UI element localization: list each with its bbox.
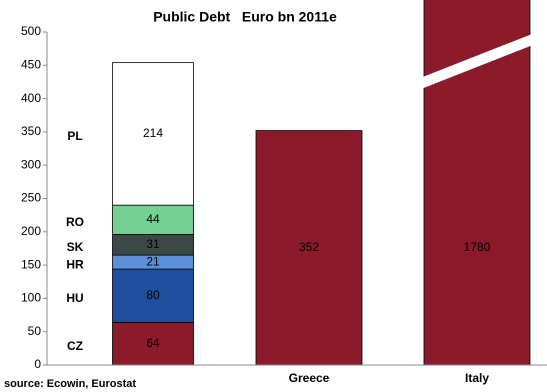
- y-tick-label: 0: [34, 357, 41, 371]
- series-label: HU: [66, 291, 83, 305]
- series-label: SK: [67, 240, 84, 254]
- bar-segment: [112, 62, 194, 206]
- source-note: source: Ecowin, Eurostat: [4, 378, 136, 390]
- series-label: PL: [67, 129, 82, 143]
- y-tick-label: 150: [21, 257, 41, 271]
- bar-segment: [112, 268, 194, 323]
- value-label: 21: [146, 254, 160, 268]
- value-label: 31: [146, 237, 160, 251]
- y-tick-label: 500: [21, 24, 41, 38]
- value-label: 80: [146, 288, 160, 302]
- plot-area: [112, 0, 531, 366]
- y-tick-label: 300: [21, 157, 41, 171]
- y-tick-label: 400: [21, 91, 41, 105]
- bar-segment: [112, 321, 194, 366]
- series-label: RO: [66, 215, 84, 229]
- y-tick-label: 250: [21, 191, 41, 205]
- value-label: 352: [299, 240, 319, 254]
- chart-title: Public Debt Euro bn 2011e: [153, 9, 337, 25]
- x-tick-label: Italy: [465, 371, 489, 385]
- series-label: CZ: [67, 339, 83, 353]
- value-label: 64: [146, 336, 160, 350]
- y-tick-label: 200: [21, 224, 41, 238]
- axis-break: [422, 33, 532, 89]
- value-label: 214: [143, 126, 163, 140]
- bar-segment: [112, 204, 194, 235]
- bar-segment: [255, 130, 363, 366]
- x-tick-label: Greece: [289, 371, 330, 385]
- y-tick-label: 350: [21, 124, 41, 138]
- series-label: HR: [66, 257, 84, 271]
- y-tick-label: 450: [21, 57, 41, 71]
- bar-segment: [423, 0, 531, 366]
- y-tick-label: 100: [21, 291, 41, 305]
- value-label: 44: [146, 212, 160, 226]
- y-tick-label: 50: [28, 324, 42, 338]
- value-label: 1780: [464, 240, 491, 254]
